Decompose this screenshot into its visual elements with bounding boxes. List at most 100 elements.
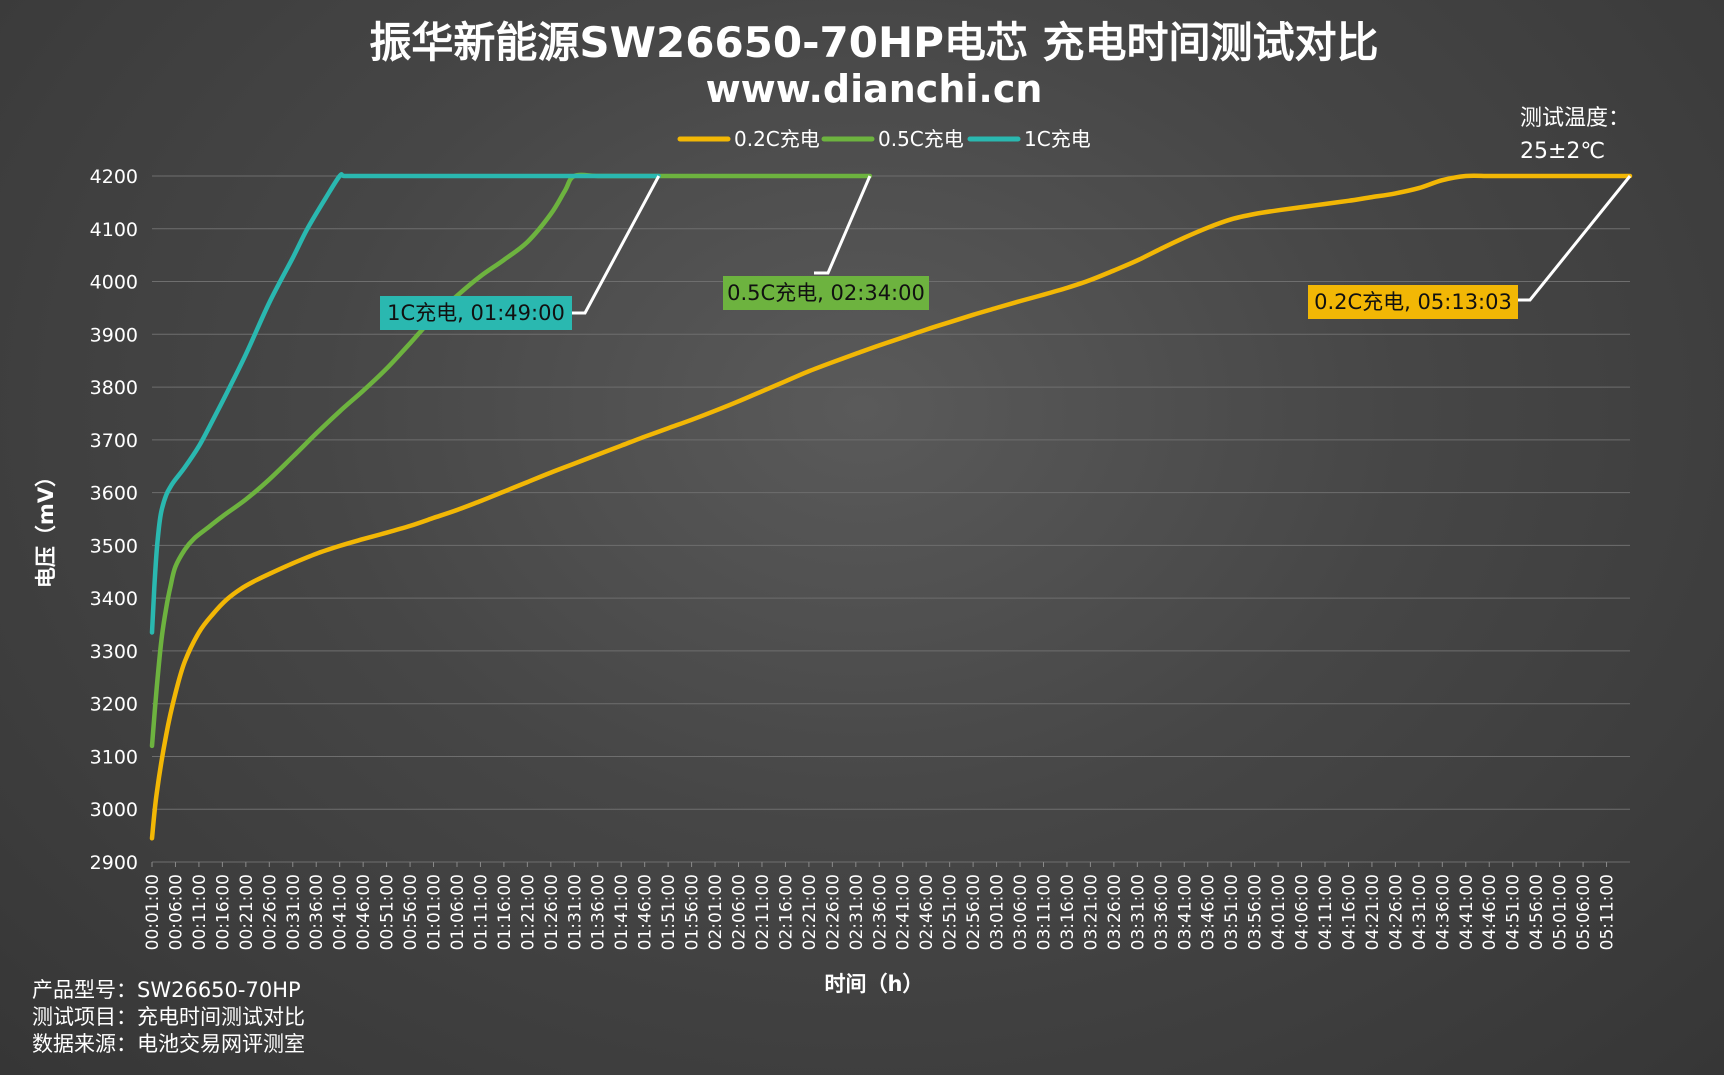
x-tick-label: 04:46:00 [1480, 874, 1500, 950]
callout-0-2c: 0.2C充电, 05:13:03 [1308, 175, 1632, 319]
callout-box [1308, 285, 1518, 319]
x-tick-label: 03:06:00 [1011, 874, 1031, 950]
x-tick-label: 04:16:00 [1339, 874, 1359, 950]
x-tick-label: 02:16:00 [776, 874, 796, 950]
x-tick-label: 04:56:00 [1527, 874, 1547, 950]
x-tick-label: 01:16:00 [495, 874, 515, 950]
x-tick-label: 00:16:00 [213, 874, 233, 950]
y-tick-label: 2900 [90, 852, 138, 874]
x-tick-label: 03:31:00 [1128, 874, 1148, 950]
y-tick-label: 3900 [90, 324, 138, 346]
x-tick-label: 03:16:00 [1058, 874, 1078, 950]
y-tick-label: 3800 [90, 377, 138, 399]
legend-label-1c: 1C充电 [1024, 127, 1091, 151]
callout-box [723, 276, 929, 310]
x-tick-label: 04:36:00 [1433, 874, 1453, 950]
x-tick-label: 02:51:00 [941, 874, 961, 950]
callout-leader-line [571, 175, 661, 315]
grid [152, 175, 1630, 863]
x-tick-label: 03:56:00 [1246, 874, 1266, 950]
x-tick-label: 01:31:00 [565, 874, 585, 950]
x-tick-label: 04:01:00 [1269, 874, 1289, 950]
x-tick-label: 04:51:00 [1504, 874, 1524, 950]
info-test-item: 测试项目：充电时间测试对比 [32, 1005, 305, 1029]
x-tick-label: 02:06:00 [730, 874, 750, 950]
x-tick-label: 03:51:00 [1222, 874, 1242, 950]
callouts: 1C充电, 01:49:00 0.5C充电, 02:34:00 0.2C充电, 05… [380, 175, 1632, 330]
x-tick-label: 04:41:00 [1457, 874, 1477, 950]
temperature-note-line2: 25±2℃ [1520, 139, 1605, 164]
x-tick-label: 01:11:00 [471, 874, 491, 950]
x-tick-label: 03:36:00 [1152, 874, 1172, 950]
x-tick-label: 01:36:00 [589, 874, 609, 950]
legend: 0.2C充电 0.5C充电 1C充电 [677, 127, 1091, 151]
y-tick-label: 3100 [90, 746, 138, 768]
x-tick-label: 02:56:00 [964, 874, 984, 950]
y-axis-title: 电压（mV） [34, 466, 58, 588]
x-tick-label: 01:51:00 [659, 874, 679, 950]
x-tick-label: 00:51:00 [378, 874, 398, 950]
x-tick-label: 03:11:00 [1034, 874, 1054, 950]
x-tick-label: 00:46:00 [354, 874, 374, 950]
legend-label-0-5c: 0.5C充电 [878, 127, 964, 151]
x-tick-label: 03:41:00 [1175, 874, 1195, 950]
callout-label: 0.2C充电, 05:13:03 [1314, 290, 1512, 314]
callout-label: 1C充电, 01:49:00 [387, 301, 565, 325]
x-tick-label: 01:41:00 [612, 874, 632, 950]
y-tick-label: 4100 [90, 219, 138, 241]
x-tick-label: 02:46:00 [917, 874, 937, 950]
x-tick-label: 05:06:00 [1574, 874, 1594, 950]
y-tick-label: 3600 [90, 483, 138, 505]
x-tick-label: 03:21:00 [1081, 874, 1101, 950]
y-tick-label: 4200 [90, 166, 138, 188]
x-tick-label: 00:41:00 [331, 874, 351, 950]
legend-label-0-2c: 0.2C充电 [734, 127, 820, 151]
callout-leader-line [1516, 175, 1632, 302]
x-tick-label: 00:06:00 [166, 874, 186, 950]
x-tick-label: 02:41:00 [894, 874, 914, 950]
x-tick-label: 01:56:00 [683, 874, 703, 950]
x-tick-label: 01:06:00 [448, 874, 468, 950]
y-tick-label: 3700 [90, 430, 138, 452]
x-tick-label: 01:46:00 [636, 874, 656, 950]
y-tick-label: 4000 [90, 272, 138, 294]
x-tick-label: 03:26:00 [1105, 874, 1125, 950]
x-tick-label: 02:01:00 [706, 874, 726, 950]
x-tick-label: 00:26:00 [260, 874, 280, 950]
x-tick-label: 00:31:00 [284, 874, 304, 950]
callout-1c: 1C充电, 01:49:00 [380, 175, 661, 330]
callout-0-5c: 0.5C充电, 02:34:00 [723, 175, 929, 310]
x-tick-label: 02:21:00 [800, 874, 820, 950]
x-tick-label: 01:01:00 [425, 874, 445, 950]
x-tick-label: 01:21:00 [518, 874, 538, 950]
x-tick-label: 00:36:00 [307, 874, 327, 950]
y-axis-ticks: 2900 3000 3100 3200 3300 3400 3500 3600 3700 3800… [90, 166, 138, 874]
info-data-source: 数据来源：电池交易网评测室 [32, 1032, 305, 1056]
callout-box [380, 296, 572, 330]
x-tick-label: 00:11:00 [190, 874, 210, 950]
y-tick-label: 3300 [90, 641, 138, 663]
info-product-model: 产品型号：SW26650-70HP [32, 978, 301, 1002]
x-tick-label: 05:01:00 [1551, 874, 1571, 950]
chart-subtitle: www.dianchi.cn [706, 67, 1043, 111]
x-tick-label: 00:56:00 [401, 874, 421, 950]
y-tick-label: 3400 [90, 588, 138, 610]
callout-label: 0.5C充电, 02:34:00 [727, 281, 925, 305]
x-tick-label: 00:21:00 [237, 874, 257, 950]
x-tick-label: 04:26:00 [1386, 874, 1406, 950]
x-tick-label: 01:26:00 [542, 874, 562, 950]
callout-leader-line [814, 175, 872, 275]
x-tick-label: 04:31:00 [1410, 874, 1430, 950]
x-tick-label: 04:06:00 [1293, 874, 1313, 950]
x-tick-label: 02:31:00 [847, 874, 867, 950]
x-tick-label: 02:26:00 [823, 874, 843, 950]
x-tick-label: 00:01:00 [143, 874, 163, 950]
x-tick-label: 03:46:00 [1199, 874, 1219, 950]
x-tick-label: 05:11:00 [1598, 874, 1618, 950]
y-tick-label: 3200 [90, 694, 138, 716]
chart-title: 振华新能源SW26650-70HP电芯 充电时间测试对比 [369, 18, 1378, 67]
x-axis-ticks: 00:01:00 00:06:00 00:11:00 00:16:00 00:21:00… [143, 862, 1618, 950]
series-line-0-2c [149, 173, 1633, 841]
x-tick-label: 02:11:00 [753, 874, 773, 950]
